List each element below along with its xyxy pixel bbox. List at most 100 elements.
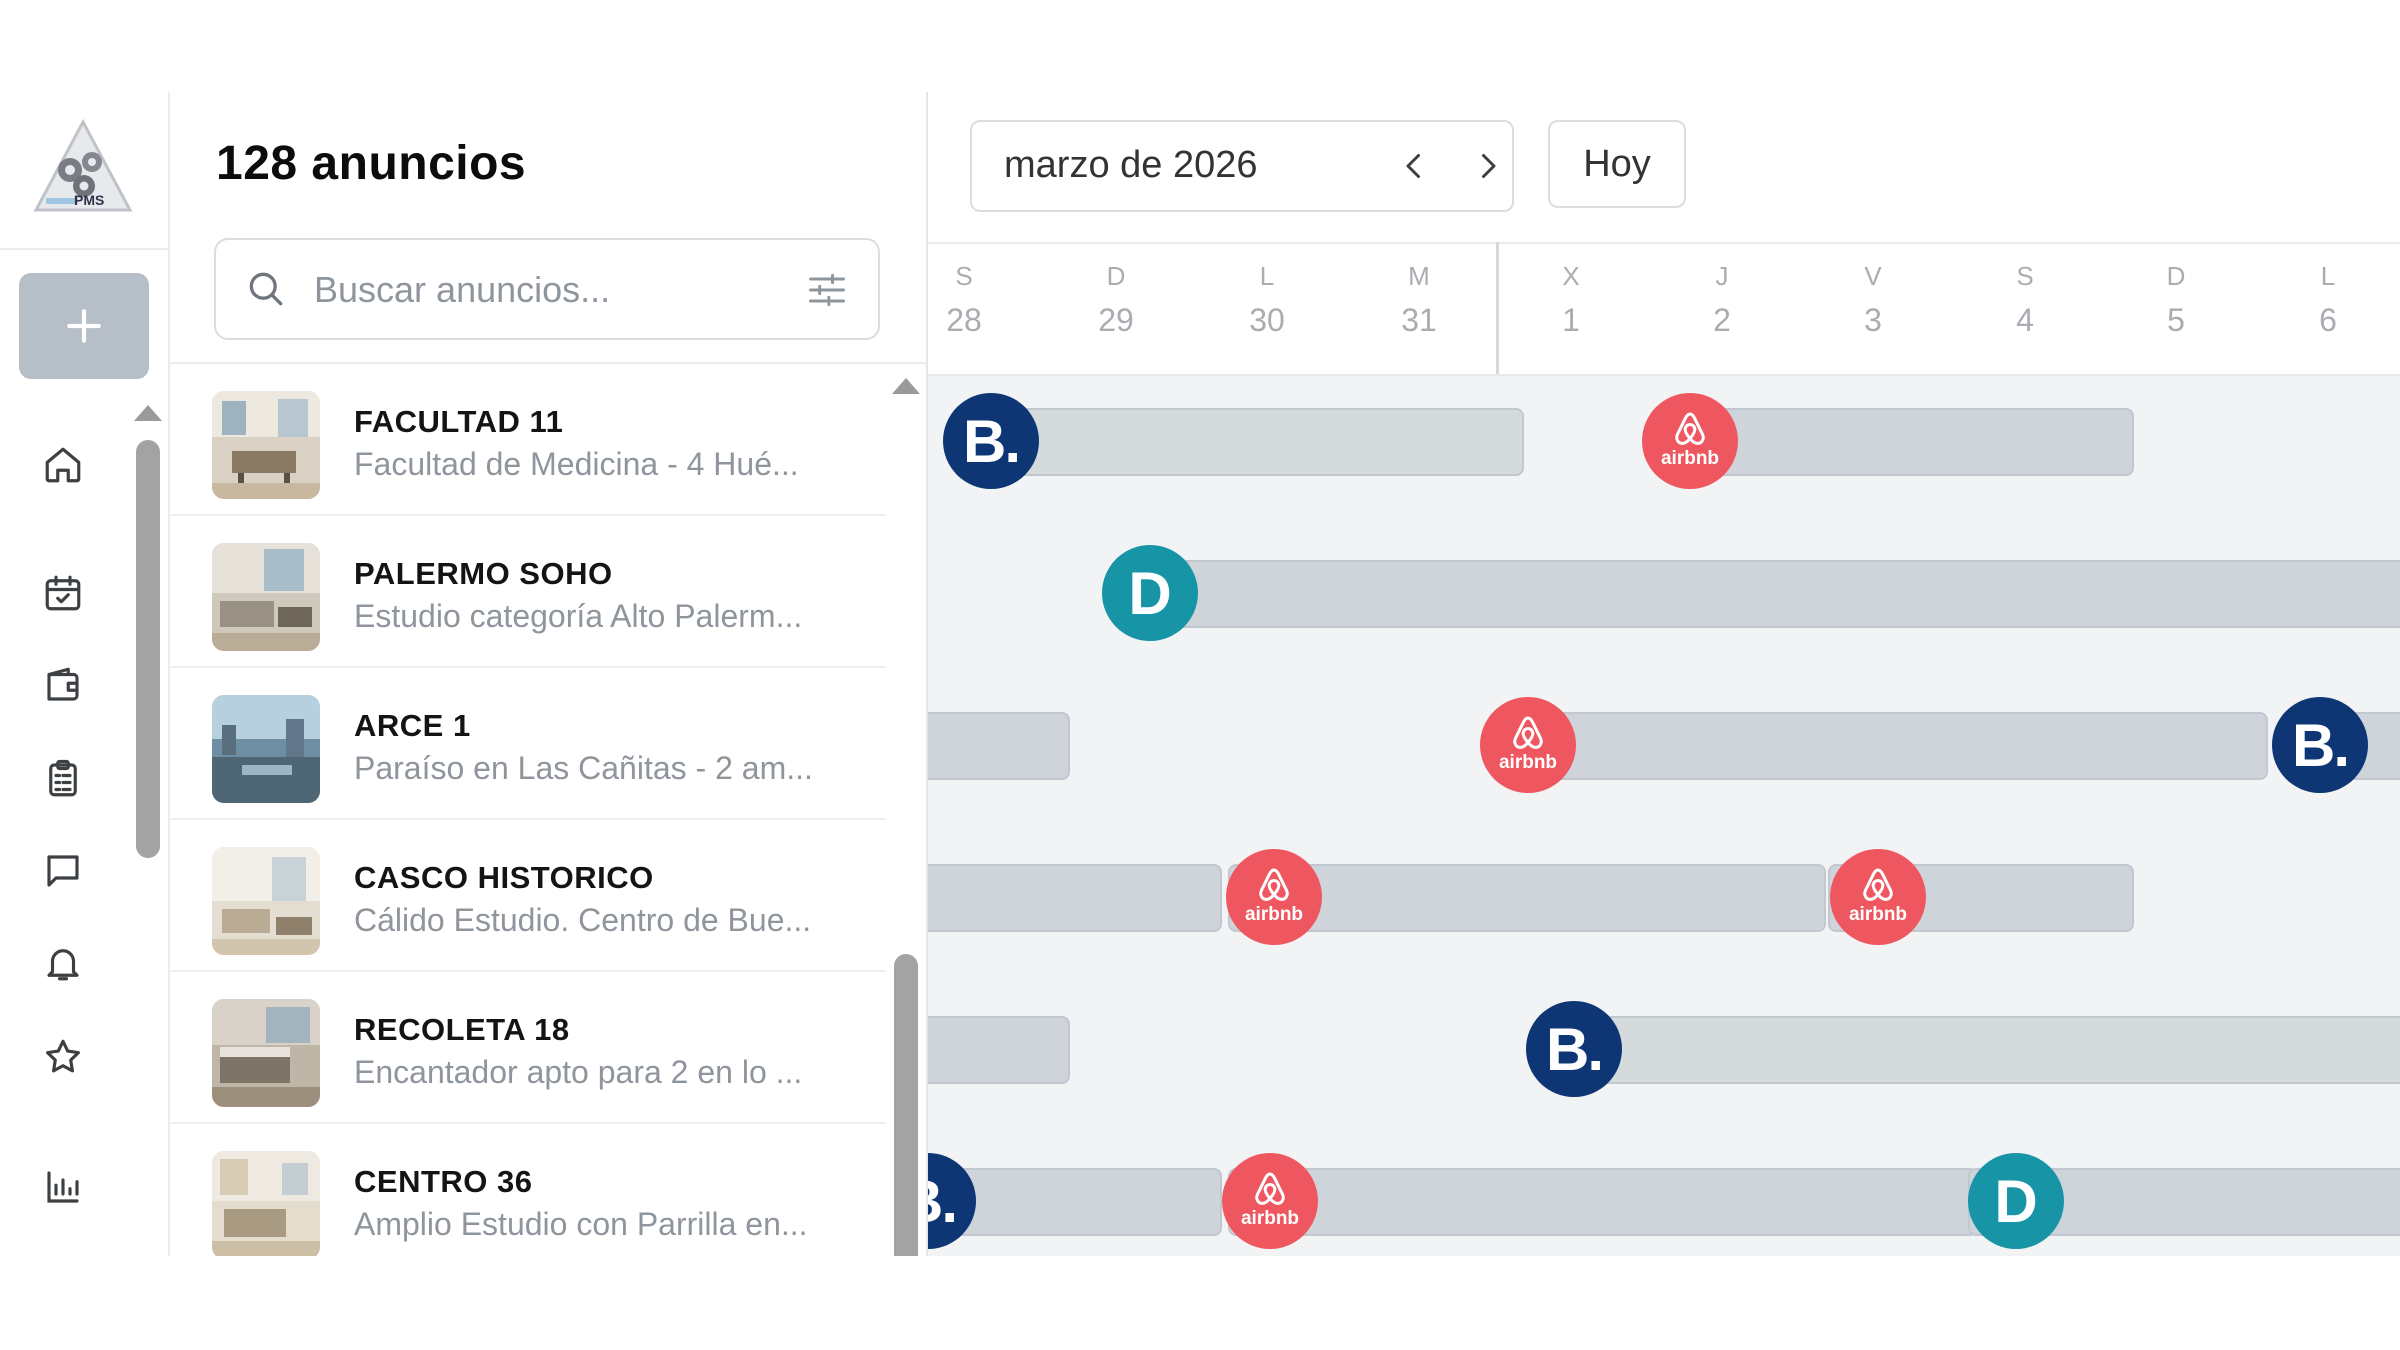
airbnb-label: airbnb xyxy=(1848,904,1908,925)
bar-chart-icon[interactable] xyxy=(40,1164,86,1210)
listing-description: Amplio Estudio con Parrilla en... xyxy=(354,1206,808,1242)
wallet-icon[interactable] xyxy=(40,662,86,708)
month-label: marzo de 2026 xyxy=(1004,144,1258,186)
listing-photo xyxy=(212,847,320,955)
prev-month-button[interactable] xyxy=(1392,144,1436,188)
reservation-bar[interactable] xyxy=(1228,1168,1978,1236)
despegar-badge[interactable]: D xyxy=(1102,545,1198,641)
star-icon[interactable] xyxy=(40,1034,86,1080)
filter-sliders-icon[interactable] xyxy=(804,268,850,312)
reservation-bar[interactable] xyxy=(1568,1016,2400,1084)
search-icon xyxy=(249,272,283,306)
airbnb-label: airbnb xyxy=(1240,1208,1300,1229)
listing-row[interactable]: CENTRO 36 Amplio Estudio con Parrilla en… xyxy=(170,1124,886,1256)
airbnb-logo-icon xyxy=(1513,716,1543,749)
reservation-bar[interactable] xyxy=(1528,712,2268,780)
booking-badge[interactable]: B. xyxy=(943,393,1039,489)
header-divider xyxy=(928,242,2400,244)
listing-description: Encantador apto para 2 en lo ... xyxy=(354,1054,803,1090)
chevron-left-icon xyxy=(1406,154,1420,178)
airbnb-logo-icon xyxy=(1255,1172,1285,1205)
listing-name: PALERMO SOHO xyxy=(354,556,613,591)
listing-description: Paraíso en Las Cañitas - 2 am... xyxy=(354,750,813,786)
days-header-divider xyxy=(928,374,2400,376)
plus-icon xyxy=(67,309,101,343)
airbnb-badge[interactable]: airbnb xyxy=(1222,1153,1318,1249)
listing-photo xyxy=(212,391,320,499)
bell-icon[interactable] xyxy=(40,940,86,986)
search-input[interactable] xyxy=(312,262,786,318)
airbnb-label: airbnb xyxy=(1498,752,1558,773)
listings-count-title: 128 anuncios xyxy=(216,137,527,190)
day-column-header: L 30 xyxy=(1249,261,1285,338)
reservation-bar[interactable] xyxy=(1688,408,2134,476)
airbnb-badge[interactable]: airbnb xyxy=(1480,697,1576,793)
month-separator xyxy=(1496,242,1499,374)
airbnb-badge[interactable]: airbnb xyxy=(1830,849,1926,945)
listing-description: Estudio categoría Alto Palerm... xyxy=(354,598,803,634)
home-icon[interactable] xyxy=(40,442,86,488)
listing-name: CENTRO 36 xyxy=(354,1164,533,1199)
list-scrollbar-thumb[interactable] xyxy=(894,954,918,1256)
listing-photo xyxy=(212,695,320,803)
listing-description: Facultad de Medicina - 4 Hué... xyxy=(354,446,799,482)
listings-panel: 128 anuncios FACULTAD 11 Facultad de Med… xyxy=(170,92,928,1256)
listing-description: Cálido Estudio. Centro de Bue... xyxy=(354,902,812,938)
listing-row[interactable]: RECOLETA 18 Encantador apto para 2 en lo… xyxy=(170,972,886,1124)
reservation-bar[interactable] xyxy=(988,408,1524,476)
reservations-grid: B. airbnb D airbnb B. airbnb xyxy=(928,376,2400,1256)
reservation-bar[interactable] xyxy=(928,1016,1070,1084)
day-column-header: S 28 xyxy=(946,261,982,338)
airbnb-logo-icon xyxy=(1259,868,1289,901)
booking-badge[interactable]: B. xyxy=(1526,1001,1622,1097)
reservation-bar[interactable] xyxy=(928,1168,1222,1236)
listing-photo xyxy=(212,1151,320,1256)
listing-photo xyxy=(212,999,320,1107)
nav-rail: PMS xyxy=(0,92,170,1256)
app-window: PMS xyxy=(0,92,2400,1256)
rail-scrollbar-thumb[interactable] xyxy=(136,440,160,858)
next-month-button[interactable] xyxy=(1466,144,1510,188)
list-scroll-up-arrow[interactable] xyxy=(892,378,920,394)
despegar-badge[interactable]: D xyxy=(1968,1153,2064,1249)
airbnb-logo-icon xyxy=(1863,868,1893,901)
chevron-right-icon xyxy=(1482,154,1496,178)
reservation-bar[interactable] xyxy=(928,864,1222,932)
day-column-header: D 29 xyxy=(1098,261,1134,338)
app-logo[interactable] xyxy=(30,118,136,214)
listing-name: RECOLETA 18 xyxy=(354,1012,570,1047)
month-selector: marzo de 2026 xyxy=(970,120,1514,212)
add-button[interactable] xyxy=(19,273,149,379)
reservation-bar[interactable] xyxy=(1148,560,2400,628)
booking-badge[interactable]: B. xyxy=(2272,697,2368,793)
search-box[interactable] xyxy=(214,238,880,340)
listing-row[interactable]: PALERMO SOHO Estudio categoría Alto Pale… xyxy=(170,516,886,668)
listing-row[interactable]: CASCO HISTORICO Cálido Estudio. Centro d… xyxy=(170,820,886,972)
reservation-bar[interactable] xyxy=(1228,864,1826,932)
listing-photo xyxy=(212,543,320,651)
today-button[interactable]: Hoy xyxy=(1548,120,1686,208)
logo-text: PMS xyxy=(74,192,105,208)
airbnb-label: airbnb xyxy=(1244,904,1304,925)
reservation-bar[interactable] xyxy=(928,712,1070,780)
listing-row[interactable]: FACULTAD 11 Facultad de Medicina - 4 Hué… xyxy=(170,364,886,516)
clipboard-icon[interactable] xyxy=(40,756,86,802)
rail-scroll-up-arrow[interactable] xyxy=(134,405,162,421)
calendar-check-icon[interactable] xyxy=(40,570,86,616)
airbnb-badge[interactable]: airbnb xyxy=(1642,393,1738,489)
airbnb-logo-icon xyxy=(1675,412,1705,445)
listing-name: ARCE 1 xyxy=(354,708,471,743)
day-column-header: M 31 xyxy=(1401,261,1437,338)
airbnb-badge[interactable]: airbnb xyxy=(1226,849,1322,945)
chat-icon[interactable] xyxy=(40,848,86,894)
listing-row[interactable]: ARCE 1 Paraíso en Las Cañitas - 2 am... xyxy=(170,668,886,820)
list-divider xyxy=(170,362,926,364)
